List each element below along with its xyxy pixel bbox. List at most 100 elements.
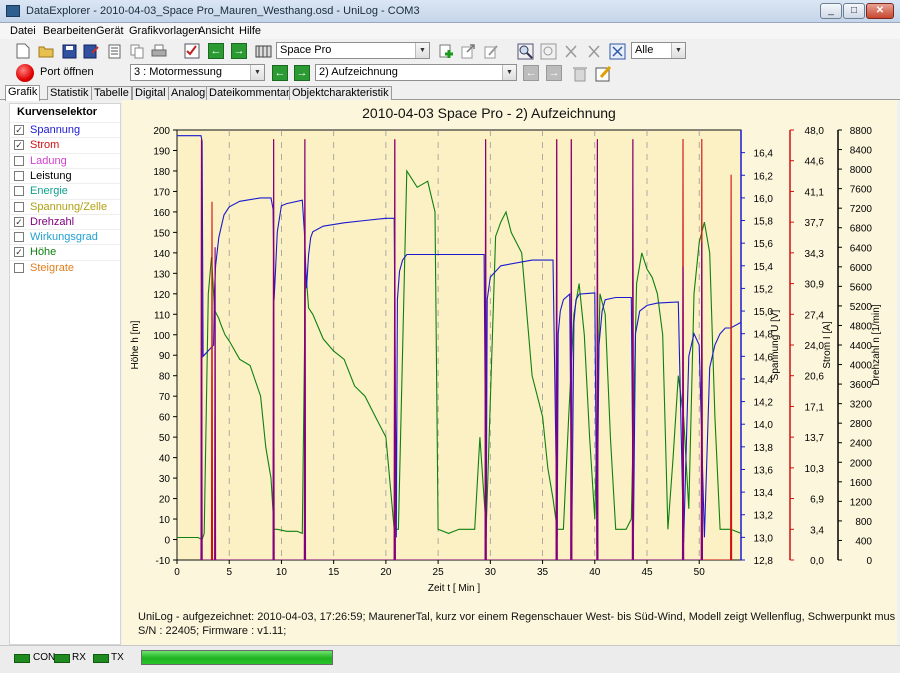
- channel-select[interactable]: 3 : Motormessung ▼: [130, 64, 265, 81]
- menu-grafikvorlagen[interactable]: Grafikvorlagen: [129, 25, 201, 37]
- tab-grafik[interactable]: Grafik: [5, 85, 41, 101]
- curve-item-energie[interactable]: Energie: [10, 183, 120, 198]
- drehzahl-tick-label: 5600: [850, 282, 873, 293]
- rx-label: RX: [72, 652, 86, 663]
- save-as-icon[interactable]: [82, 42, 100, 60]
- open-folder-icon[interactable]: [37, 42, 55, 60]
- chevron-down-icon: ▼: [671, 43, 685, 58]
- arrow-right-icon[interactable]: →: [231, 43, 247, 59]
- record-select-value: 2) Aufzeichnung: [319, 66, 398, 78]
- menu-hilfe[interactable]: Hilfe: [239, 25, 262, 37]
- spannung-axis-label: Spannung U [V]: [770, 309, 781, 380]
- curve-item-drehzahl[interactable]: ✓ Drehzahl: [10, 213, 120, 229]
- hoehe-tick-label: 90: [159, 351, 171, 362]
- port-status-icon[interactable]: [16, 64, 34, 82]
- curve-item-ladung[interactable]: Ladung: [10, 152, 120, 168]
- tab-analog[interactable]: Analog: [168, 86, 209, 100]
- spannung-tick-label: 12,8: [754, 556, 774, 567]
- menu-ansicht[interactable]: Ansicht: [198, 25, 235, 37]
- cut-right-icon[interactable]: [585, 42, 603, 60]
- tab-digital[interactable]: Digital: [132, 86, 169, 100]
- tab-dateikommentar[interactable]: Dateikommentar: [206, 86, 293, 100]
- hoehe-tick-label: 50: [159, 433, 171, 444]
- arrow-left-icon[interactable]: ←: [208, 43, 224, 59]
- curve-item-spannung[interactable]: ✓ Spannung: [10, 122, 120, 137]
- print-icon[interactable]: [150, 42, 168, 60]
- spannung-tick-label: 16,0: [754, 194, 774, 205]
- tab-objektcharakteristik[interactable]: Objektcharakteristik: [289, 86, 392, 100]
- strom-tick-label: 0,0: [810, 556, 824, 567]
- curve-label: Spannung: [30, 124, 81, 136]
- cut-left-icon[interactable]: [562, 42, 580, 60]
- curve-checkbox[interactable]: ✓: [14, 140, 24, 151]
- strom-tick-label: 3,4: [810, 525, 824, 536]
- drehzahl-tick-label: 2000: [850, 458, 873, 469]
- fit-icon[interactable]: [608, 42, 626, 60]
- strom-tick-label: 30,9: [805, 280, 825, 291]
- prev-channel-icon[interactable]: ←: [272, 65, 288, 81]
- edit-record-icon[interactable]: [594, 64, 612, 82]
- menu-geraet[interactable]: Gerät: [96, 25, 124, 37]
- copy-icon[interactable]: [128, 42, 146, 60]
- strom-tick-label: 44,6: [805, 157, 825, 168]
- spannung-tick-label: 13,0: [754, 533, 774, 544]
- curve-checkbox[interactable]: ✓: [14, 125, 24, 135]
- curve-checkbox[interactable]: [14, 170, 24, 181]
- next-channel-icon[interactable]: →: [294, 65, 310, 81]
- filter-select[interactable]: Alle ▼: [631, 42, 686, 59]
- record-comment-line1: UniLog - aufgezeichnet: 2010-04-03, 17:2…: [138, 611, 895, 623]
- curve-item-strom[interactable]: ✓ Strom: [10, 137, 120, 152]
- save-icon[interactable]: [60, 42, 78, 60]
- chevron-down-icon: ▼: [415, 43, 429, 58]
- minimize-button[interactable]: _: [820, 3, 842, 19]
- record-select[interactable]: 2) Aufzeichnung ▼: [315, 64, 517, 81]
- menu-datei[interactable]: Datei: [10, 25, 36, 37]
- curve-checkbox[interactable]: [14, 201, 24, 212]
- port-open-label[interactable]: Port öffnen: [40, 66, 94, 78]
- hoehe-tick-label: 120: [153, 290, 170, 301]
- hoehe-tick-label: 200: [153, 126, 170, 137]
- zoom-window-icon[interactable]: [539, 42, 557, 60]
- spannung-tick-label: 15,8: [754, 217, 774, 228]
- prev-record-icon[interactable]: ←: [523, 65, 539, 81]
- spannung-tick-label: 14,0: [754, 420, 774, 431]
- checklist-icon[interactable]: [183, 42, 201, 60]
- spannung-tick-label: 14,8: [754, 330, 774, 341]
- drehzahl-tick-label: 8800: [850, 126, 873, 137]
- curve-checkbox[interactable]: ✓: [14, 216, 24, 227]
- hoehe-tick-label: 60: [159, 413, 171, 424]
- curve-item-wirkungsgrad[interactable]: Wirkungsgrad: [10, 229, 120, 244]
- curve-checkbox[interactable]: [14, 232, 24, 243]
- main-toolbar: ← → Space Pro ▼ Alle ▼: [0, 39, 900, 62]
- curve-checkbox[interactable]: [14, 155, 24, 166]
- zoom-icon[interactable]: [516, 42, 534, 60]
- spannung-tick-label: 15,2: [754, 284, 774, 295]
- tab-statistik[interactable]: Statistik: [47, 86, 92, 100]
- menu-bearbeiten[interactable]: Bearbeiten: [43, 25, 97, 37]
- edit-object-icon[interactable]: [482, 42, 500, 60]
- next-record-icon[interactable]: →: [546, 65, 562, 81]
- properties-icon[interactable]: [105, 42, 123, 60]
- curve-item-steigrate[interactable]: Steigrate: [10, 259, 120, 275]
- curve-item-leistung[interactable]: Leistung: [10, 167, 120, 183]
- new-file-icon[interactable]: [14, 42, 32, 60]
- export-icon[interactable]: [459, 42, 477, 60]
- close-button[interactable]: ✕: [866, 3, 894, 19]
- curve-checkbox[interactable]: [14, 186, 24, 197]
- x-tick-label: 0: [174, 567, 180, 578]
- strom-tick-label: 13,7: [805, 433, 825, 444]
- curve-checkbox[interactable]: [14, 262, 24, 273]
- trash-icon[interactable]: [571, 64, 589, 82]
- device-icon[interactable]: [254, 42, 272, 60]
- drehzahl-tick-label: 3600: [850, 380, 873, 391]
- model-select[interactable]: Space Pro ▼: [276, 42, 430, 59]
- add-object-icon[interactable]: [437, 42, 455, 60]
- tab-tabelle[interactable]: Tabelle: [91, 86, 132, 100]
- curve-item-h-he[interactable]: ✓ Höhe: [10, 244, 120, 259]
- curve-label: Drehzahl: [30, 215, 75, 228]
- maximize-button[interactable]: □: [843, 3, 865, 19]
- curve-item-spannung-zelle[interactable]: Spannung/Zelle: [10, 198, 120, 214]
- spannung-tick-label: 14,6: [754, 352, 774, 363]
- x-tick-label: 35: [537, 567, 549, 578]
- curve-checkbox[interactable]: ✓: [14, 247, 24, 258]
